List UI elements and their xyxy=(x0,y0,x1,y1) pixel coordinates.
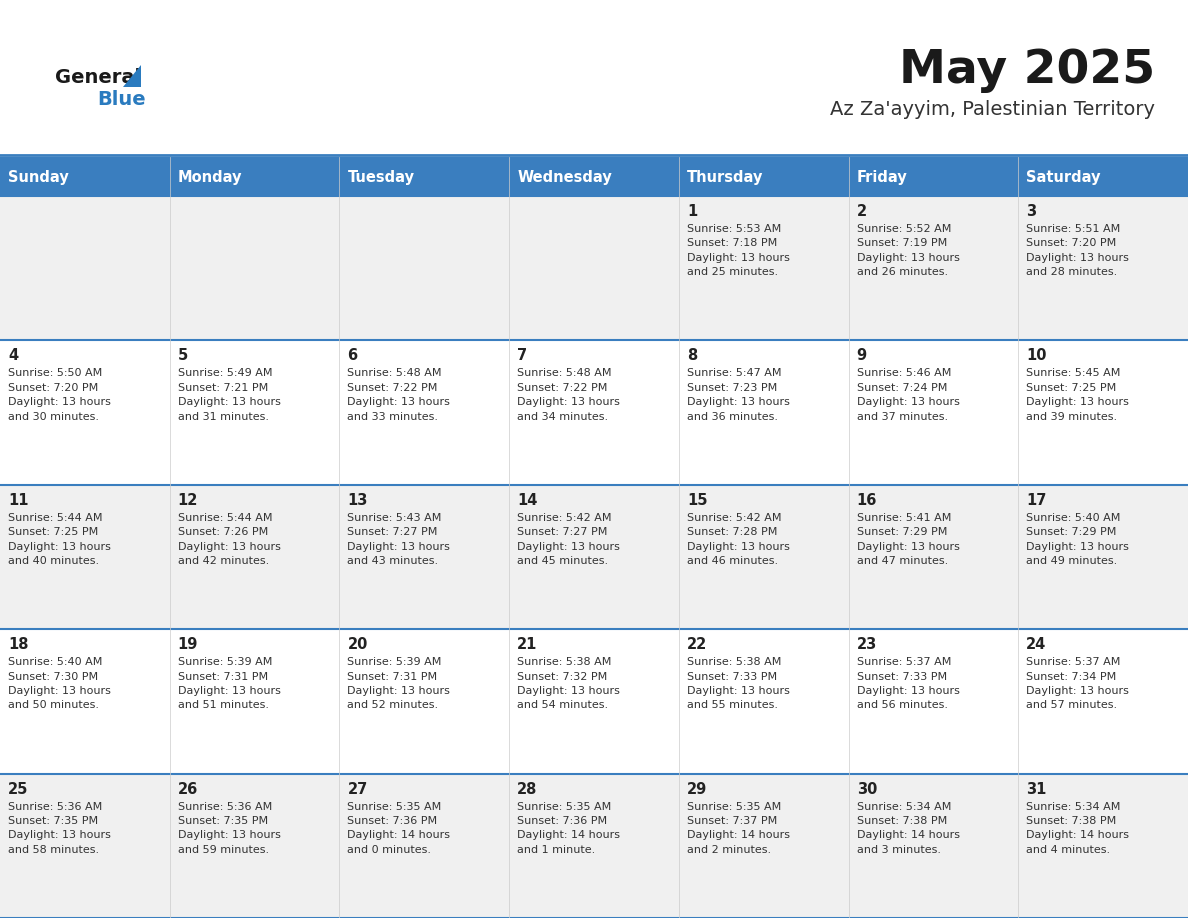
Text: 20: 20 xyxy=(347,637,368,652)
Bar xyxy=(510,157,678,196)
Text: Sunrise: 5:48 AM
Sunset: 7:22 PM
Daylight: 13 hours
and 34 minutes.: Sunrise: 5:48 AM Sunset: 7:22 PM Dayligh… xyxy=(517,368,620,421)
Text: May 2025: May 2025 xyxy=(899,48,1155,93)
Text: Sunrise: 5:52 AM
Sunset: 7:19 PM
Daylight: 13 hours
and 26 minutes.: Sunrise: 5:52 AM Sunset: 7:19 PM Dayligh… xyxy=(857,224,960,277)
Text: Sunrise: 5:35 AM
Sunset: 7:37 PM
Daylight: 14 hours
and 2 minutes.: Sunrise: 5:35 AM Sunset: 7:37 PM Dayligh… xyxy=(687,801,790,855)
Text: 19: 19 xyxy=(178,637,198,652)
Text: General: General xyxy=(55,68,141,87)
Text: 15: 15 xyxy=(687,493,707,508)
Bar xyxy=(340,157,510,196)
Bar xyxy=(0,157,170,196)
Text: Sunrise: 5:37 AM
Sunset: 7:33 PM
Daylight: 13 hours
and 56 minutes.: Sunrise: 5:37 AM Sunset: 7:33 PM Dayligh… xyxy=(857,657,960,711)
Text: 28: 28 xyxy=(517,781,537,797)
Text: 18: 18 xyxy=(8,637,29,652)
Text: 4: 4 xyxy=(8,349,18,364)
Text: 10: 10 xyxy=(1026,349,1047,364)
Text: 21: 21 xyxy=(517,637,537,652)
Text: Sunrise: 5:46 AM
Sunset: 7:24 PM
Daylight: 13 hours
and 37 minutes.: Sunrise: 5:46 AM Sunset: 7:24 PM Dayligh… xyxy=(857,368,960,421)
Text: Friday: Friday xyxy=(857,170,908,185)
Text: Sunrise: 5:35 AM
Sunset: 7:36 PM
Daylight: 14 hours
and 0 minutes.: Sunrise: 5:35 AM Sunset: 7:36 PM Dayligh… xyxy=(347,801,450,855)
Text: Sunrise: 5:40 AM
Sunset: 7:29 PM
Daylight: 13 hours
and 49 minutes.: Sunrise: 5:40 AM Sunset: 7:29 PM Dayligh… xyxy=(1026,513,1129,566)
Text: 12: 12 xyxy=(178,493,198,508)
Text: Wednesday: Wednesday xyxy=(517,170,612,185)
Text: Sunrise: 5:45 AM
Sunset: 7:25 PM
Daylight: 13 hours
and 39 minutes.: Sunrise: 5:45 AM Sunset: 7:25 PM Dayligh… xyxy=(1026,368,1129,421)
Text: Sunrise: 5:42 AM
Sunset: 7:28 PM
Daylight: 13 hours
and 46 minutes.: Sunrise: 5:42 AM Sunset: 7:28 PM Dayligh… xyxy=(687,513,790,566)
Text: Blue: Blue xyxy=(97,90,146,109)
Bar xyxy=(0,485,1188,629)
Text: Sunrise: 5:38 AM
Sunset: 7:32 PM
Daylight: 13 hours
and 54 minutes.: Sunrise: 5:38 AM Sunset: 7:32 PM Dayligh… xyxy=(517,657,620,711)
Text: Sunrise: 5:39 AM
Sunset: 7:31 PM
Daylight: 13 hours
and 51 minutes.: Sunrise: 5:39 AM Sunset: 7:31 PM Dayligh… xyxy=(178,657,280,711)
Text: Sunrise: 5:53 AM
Sunset: 7:18 PM
Daylight: 13 hours
and 25 minutes.: Sunrise: 5:53 AM Sunset: 7:18 PM Dayligh… xyxy=(687,224,790,277)
Text: 31: 31 xyxy=(1026,781,1047,797)
Text: Sunrise: 5:48 AM
Sunset: 7:22 PM
Daylight: 13 hours
and 33 minutes.: Sunrise: 5:48 AM Sunset: 7:22 PM Dayligh… xyxy=(347,368,450,421)
Text: Sunrise: 5:43 AM
Sunset: 7:27 PM
Daylight: 13 hours
and 43 minutes.: Sunrise: 5:43 AM Sunset: 7:27 PM Dayligh… xyxy=(347,513,450,566)
Text: 16: 16 xyxy=(857,493,877,508)
Text: 13: 13 xyxy=(347,493,368,508)
Text: 30: 30 xyxy=(857,781,877,797)
Text: 24: 24 xyxy=(1026,637,1047,652)
Text: Sunrise: 5:42 AM
Sunset: 7:27 PM
Daylight: 13 hours
and 45 minutes.: Sunrise: 5:42 AM Sunset: 7:27 PM Dayligh… xyxy=(517,513,620,566)
Text: Sunrise: 5:51 AM
Sunset: 7:20 PM
Daylight: 13 hours
and 28 minutes.: Sunrise: 5:51 AM Sunset: 7:20 PM Dayligh… xyxy=(1026,224,1129,277)
Bar xyxy=(0,774,1188,918)
Text: Sunrise: 5:47 AM
Sunset: 7:23 PM
Daylight: 13 hours
and 36 minutes.: Sunrise: 5:47 AM Sunset: 7:23 PM Dayligh… xyxy=(687,368,790,421)
Bar xyxy=(170,157,340,196)
Text: Sunrise: 5:35 AM
Sunset: 7:36 PM
Daylight: 14 hours
and 1 minute.: Sunrise: 5:35 AM Sunset: 7:36 PM Dayligh… xyxy=(517,801,620,855)
Text: Sunrise: 5:36 AM
Sunset: 7:35 PM
Daylight: 13 hours
and 59 minutes.: Sunrise: 5:36 AM Sunset: 7:35 PM Dayligh… xyxy=(178,801,280,855)
Text: Thursday: Thursday xyxy=(687,170,763,185)
Text: Sunday: Sunday xyxy=(8,170,69,185)
Text: Az Za'ayyim, Palestinian Territory: Az Za'ayyim, Palestinian Territory xyxy=(830,100,1155,119)
Text: Sunrise: 5:38 AM
Sunset: 7:33 PM
Daylight: 13 hours
and 55 minutes.: Sunrise: 5:38 AM Sunset: 7:33 PM Dayligh… xyxy=(687,657,790,711)
Text: 27: 27 xyxy=(347,781,367,797)
Text: Sunrise: 5:49 AM
Sunset: 7:21 PM
Daylight: 13 hours
and 31 minutes.: Sunrise: 5:49 AM Sunset: 7:21 PM Dayligh… xyxy=(178,368,280,421)
Text: Sunrise: 5:34 AM
Sunset: 7:38 PM
Daylight: 14 hours
and 3 minutes.: Sunrise: 5:34 AM Sunset: 7:38 PM Dayligh… xyxy=(857,801,960,855)
Text: 23: 23 xyxy=(857,637,877,652)
Bar xyxy=(0,196,1188,341)
Bar xyxy=(0,629,1188,774)
Text: 14: 14 xyxy=(517,493,537,508)
Text: 8: 8 xyxy=(687,349,697,364)
Text: Sunrise: 5:34 AM
Sunset: 7:38 PM
Daylight: 14 hours
and 4 minutes.: Sunrise: 5:34 AM Sunset: 7:38 PM Dayligh… xyxy=(1026,801,1130,855)
Text: 6: 6 xyxy=(347,349,358,364)
Text: 11: 11 xyxy=(8,493,29,508)
Text: 3: 3 xyxy=(1026,204,1036,219)
Text: Monday: Monday xyxy=(178,170,242,185)
Bar xyxy=(1018,157,1188,196)
Bar xyxy=(0,341,1188,485)
Text: 5: 5 xyxy=(178,349,188,364)
Text: Sunrise: 5:36 AM
Sunset: 7:35 PM
Daylight: 13 hours
and 58 minutes.: Sunrise: 5:36 AM Sunset: 7:35 PM Dayligh… xyxy=(8,801,110,855)
Text: Sunrise: 5:41 AM
Sunset: 7:29 PM
Daylight: 13 hours
and 47 minutes.: Sunrise: 5:41 AM Sunset: 7:29 PM Dayligh… xyxy=(857,513,960,566)
Text: Sunrise: 5:40 AM
Sunset: 7:30 PM
Daylight: 13 hours
and 50 minutes.: Sunrise: 5:40 AM Sunset: 7:30 PM Dayligh… xyxy=(8,657,110,711)
Text: 1: 1 xyxy=(687,204,697,219)
Text: Saturday: Saturday xyxy=(1026,170,1101,185)
Text: Sunrise: 5:44 AM
Sunset: 7:26 PM
Daylight: 13 hours
and 42 minutes.: Sunrise: 5:44 AM Sunset: 7:26 PM Dayligh… xyxy=(178,513,280,566)
Bar xyxy=(848,157,1018,196)
Text: 22: 22 xyxy=(687,637,707,652)
Bar xyxy=(678,157,848,196)
Text: 2: 2 xyxy=(857,204,867,219)
Polygon shape xyxy=(124,65,141,87)
Text: 17: 17 xyxy=(1026,493,1047,508)
Text: 7: 7 xyxy=(517,349,527,364)
Text: 26: 26 xyxy=(178,781,198,797)
Text: Sunrise: 5:50 AM
Sunset: 7:20 PM
Daylight: 13 hours
and 30 minutes.: Sunrise: 5:50 AM Sunset: 7:20 PM Dayligh… xyxy=(8,368,110,421)
Text: Sunrise: 5:44 AM
Sunset: 7:25 PM
Daylight: 13 hours
and 40 minutes.: Sunrise: 5:44 AM Sunset: 7:25 PM Dayligh… xyxy=(8,513,110,566)
Text: 9: 9 xyxy=(857,349,867,364)
Text: Sunrise: 5:39 AM
Sunset: 7:31 PM
Daylight: 13 hours
and 52 minutes.: Sunrise: 5:39 AM Sunset: 7:31 PM Dayligh… xyxy=(347,657,450,711)
Text: 25: 25 xyxy=(8,781,29,797)
Text: Tuesday: Tuesday xyxy=(347,170,415,185)
Text: Sunrise: 5:37 AM
Sunset: 7:34 PM
Daylight: 13 hours
and 57 minutes.: Sunrise: 5:37 AM Sunset: 7:34 PM Dayligh… xyxy=(1026,657,1129,711)
Text: 29: 29 xyxy=(687,781,707,797)
